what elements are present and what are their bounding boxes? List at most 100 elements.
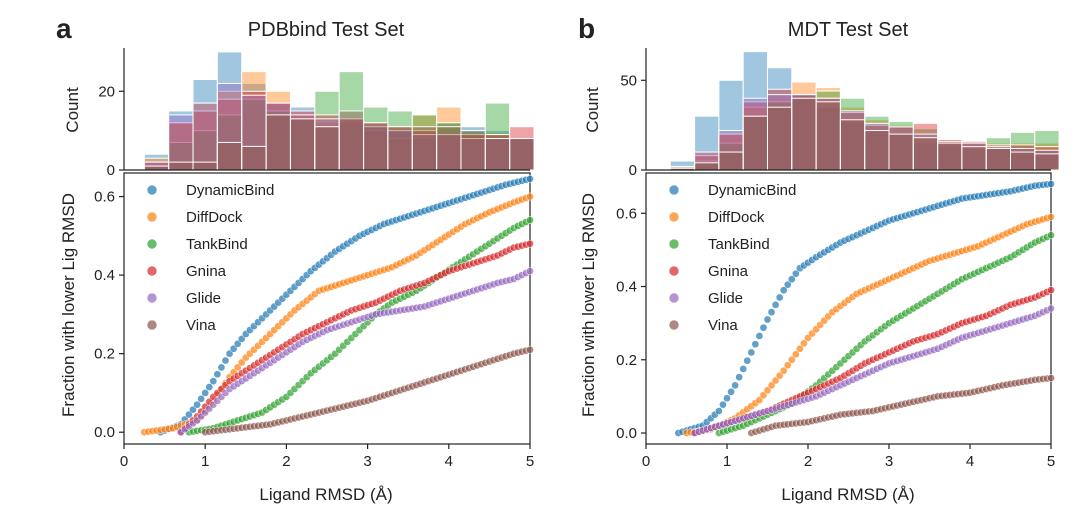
- legend-marker: [146, 211, 158, 223]
- hist-bar: [289, 114, 316, 171]
- hist-bar: [460, 130, 486, 171]
- data-point: [771, 300, 780, 309]
- data-point: [526, 175, 534, 183]
- x-tick-label: 0: [642, 453, 650, 470]
- data-point: [205, 383, 214, 391]
- legend-marker: [146, 265, 158, 277]
- hist-bar: [767, 67, 793, 171]
- hist-y-tick-label: 0: [629, 162, 637, 179]
- legend-label: Vina: [186, 317, 216, 334]
- legend-label: Vina: [708, 317, 738, 334]
- legend-marker: [668, 319, 680, 331]
- legend-label: DynamicBind: [708, 182, 796, 199]
- data-point: [213, 370, 222, 379]
- x-tick-label: 2: [804, 453, 812, 470]
- hist-bar: [888, 121, 914, 171]
- hist-bar: [937, 142, 963, 171]
- hist-bar: [767, 101, 793, 171]
- legend-marker: [668, 292, 680, 304]
- legend-marker: [146, 238, 158, 250]
- data-point: [747, 348, 756, 357]
- data-point: [193, 400, 201, 409]
- series-dynamicbind: [674, 180, 1055, 437]
- hist-bar: [1034, 142, 1060, 171]
- data-point: [731, 381, 739, 390]
- data-point: [767, 308, 776, 317]
- legend-marker: [668, 211, 680, 223]
- hist-bar: [815, 101, 841, 171]
- x-tick-label: 4: [445, 453, 453, 470]
- hist-bar: [289, 110, 316, 171]
- hist-bar: [411, 114, 438, 171]
- hist-bar: [912, 142, 939, 171]
- hist-bar: [864, 130, 890, 171]
- scatter-a: 0 1 2 3 4 5 0.0 0.2 0.4 0.6 DynamicBind DiffDock Tan…: [94, 172, 534, 470]
- y-tick-label: 0.2: [94, 346, 115, 363]
- data-point: [792, 350, 800, 359]
- x-tick-label: 5: [1047, 453, 1055, 470]
- hist-bar: [912, 137, 939, 171]
- data-point: [783, 280, 792, 289]
- data-point: [201, 389, 210, 397]
- legend-label: DynamicBind: [186, 182, 274, 199]
- data-point: [526, 192, 534, 201]
- hist-bar: [241, 90, 267, 171]
- legend-marker: [146, 184, 158, 196]
- hist-bar: [192, 110, 218, 171]
- data-point: [526, 239, 534, 248]
- hist-bar: [216, 141, 243, 171]
- panel-b: b MDT Test Set 0 50 0 1 2 3 4 5 0.0 0.2 0.4 0.6 Dyn…: [578, 13, 1060, 504]
- data-point: [787, 275, 796, 284]
- hist-bar: [864, 122, 890, 171]
- hist-bar: [265, 110, 291, 171]
- data-point: [1047, 304, 1055, 313]
- data-point: [779, 366, 788, 375]
- hist-bar: [742, 115, 769, 171]
- data-point: [1047, 231, 1055, 240]
- hist-series-vina: [143, 110, 535, 171]
- data-point: [715, 407, 723, 415]
- series-glide: [176, 267, 534, 437]
- hist-bar: [888, 133, 914, 171]
- y-axis-label-a: Fraction with lower Lig RMSD: [59, 193, 78, 417]
- data-point: [526, 216, 534, 224]
- series-tankbind: [715, 231, 1055, 437]
- title-b: MDT Test Set: [788, 19, 909, 41]
- data-point: [727, 387, 735, 396]
- y-tick-label: 0.6: [94, 189, 115, 206]
- hist-bar: [985, 137, 1012, 171]
- y-tick-label: 0.4: [616, 279, 637, 296]
- x-tick-label: 5: [526, 453, 534, 470]
- x-tick-label: 4: [966, 453, 974, 470]
- data-point: [526, 345, 534, 354]
- data-point: [526, 267, 534, 276]
- hist-bar: [241, 145, 267, 171]
- hist-bar: [387, 110, 413, 171]
- y-axis-label-b: Fraction with lower Lig RMSD: [579, 193, 598, 417]
- hist-bar: [436, 134, 462, 171]
- hist-bar: [192, 78, 218, 171]
- data-point: [796, 344, 804, 353]
- histogram-b: 0 50: [620, 48, 1060, 179]
- hist-bar: [411, 126, 438, 171]
- data-point: [217, 363, 226, 372]
- hist-bar: [192, 102, 218, 171]
- histogram-a: 0 20: [98, 48, 535, 179]
- data-point: [763, 315, 772, 324]
- legend-marker: [668, 238, 680, 250]
- legend-marker: [146, 319, 158, 331]
- hist-bar: [839, 112, 866, 171]
- hist-bar: [168, 110, 194, 171]
- series-gnina: [690, 286, 1055, 437]
- hist-bar: [509, 138, 535, 171]
- hist-bar: [241, 71, 267, 171]
- hist-bar: [791, 97, 817, 171]
- hist-bar: [484, 130, 511, 171]
- data-point: [755, 332, 764, 340]
- plot-frame: [645, 172, 1052, 445]
- x-tick-label: 1: [723, 453, 731, 470]
- legend-label: Glide: [186, 290, 221, 307]
- hist-bar: [168, 161, 194, 171]
- x-tick-label: 3: [363, 453, 371, 470]
- hist-bar: [767, 88, 793, 171]
